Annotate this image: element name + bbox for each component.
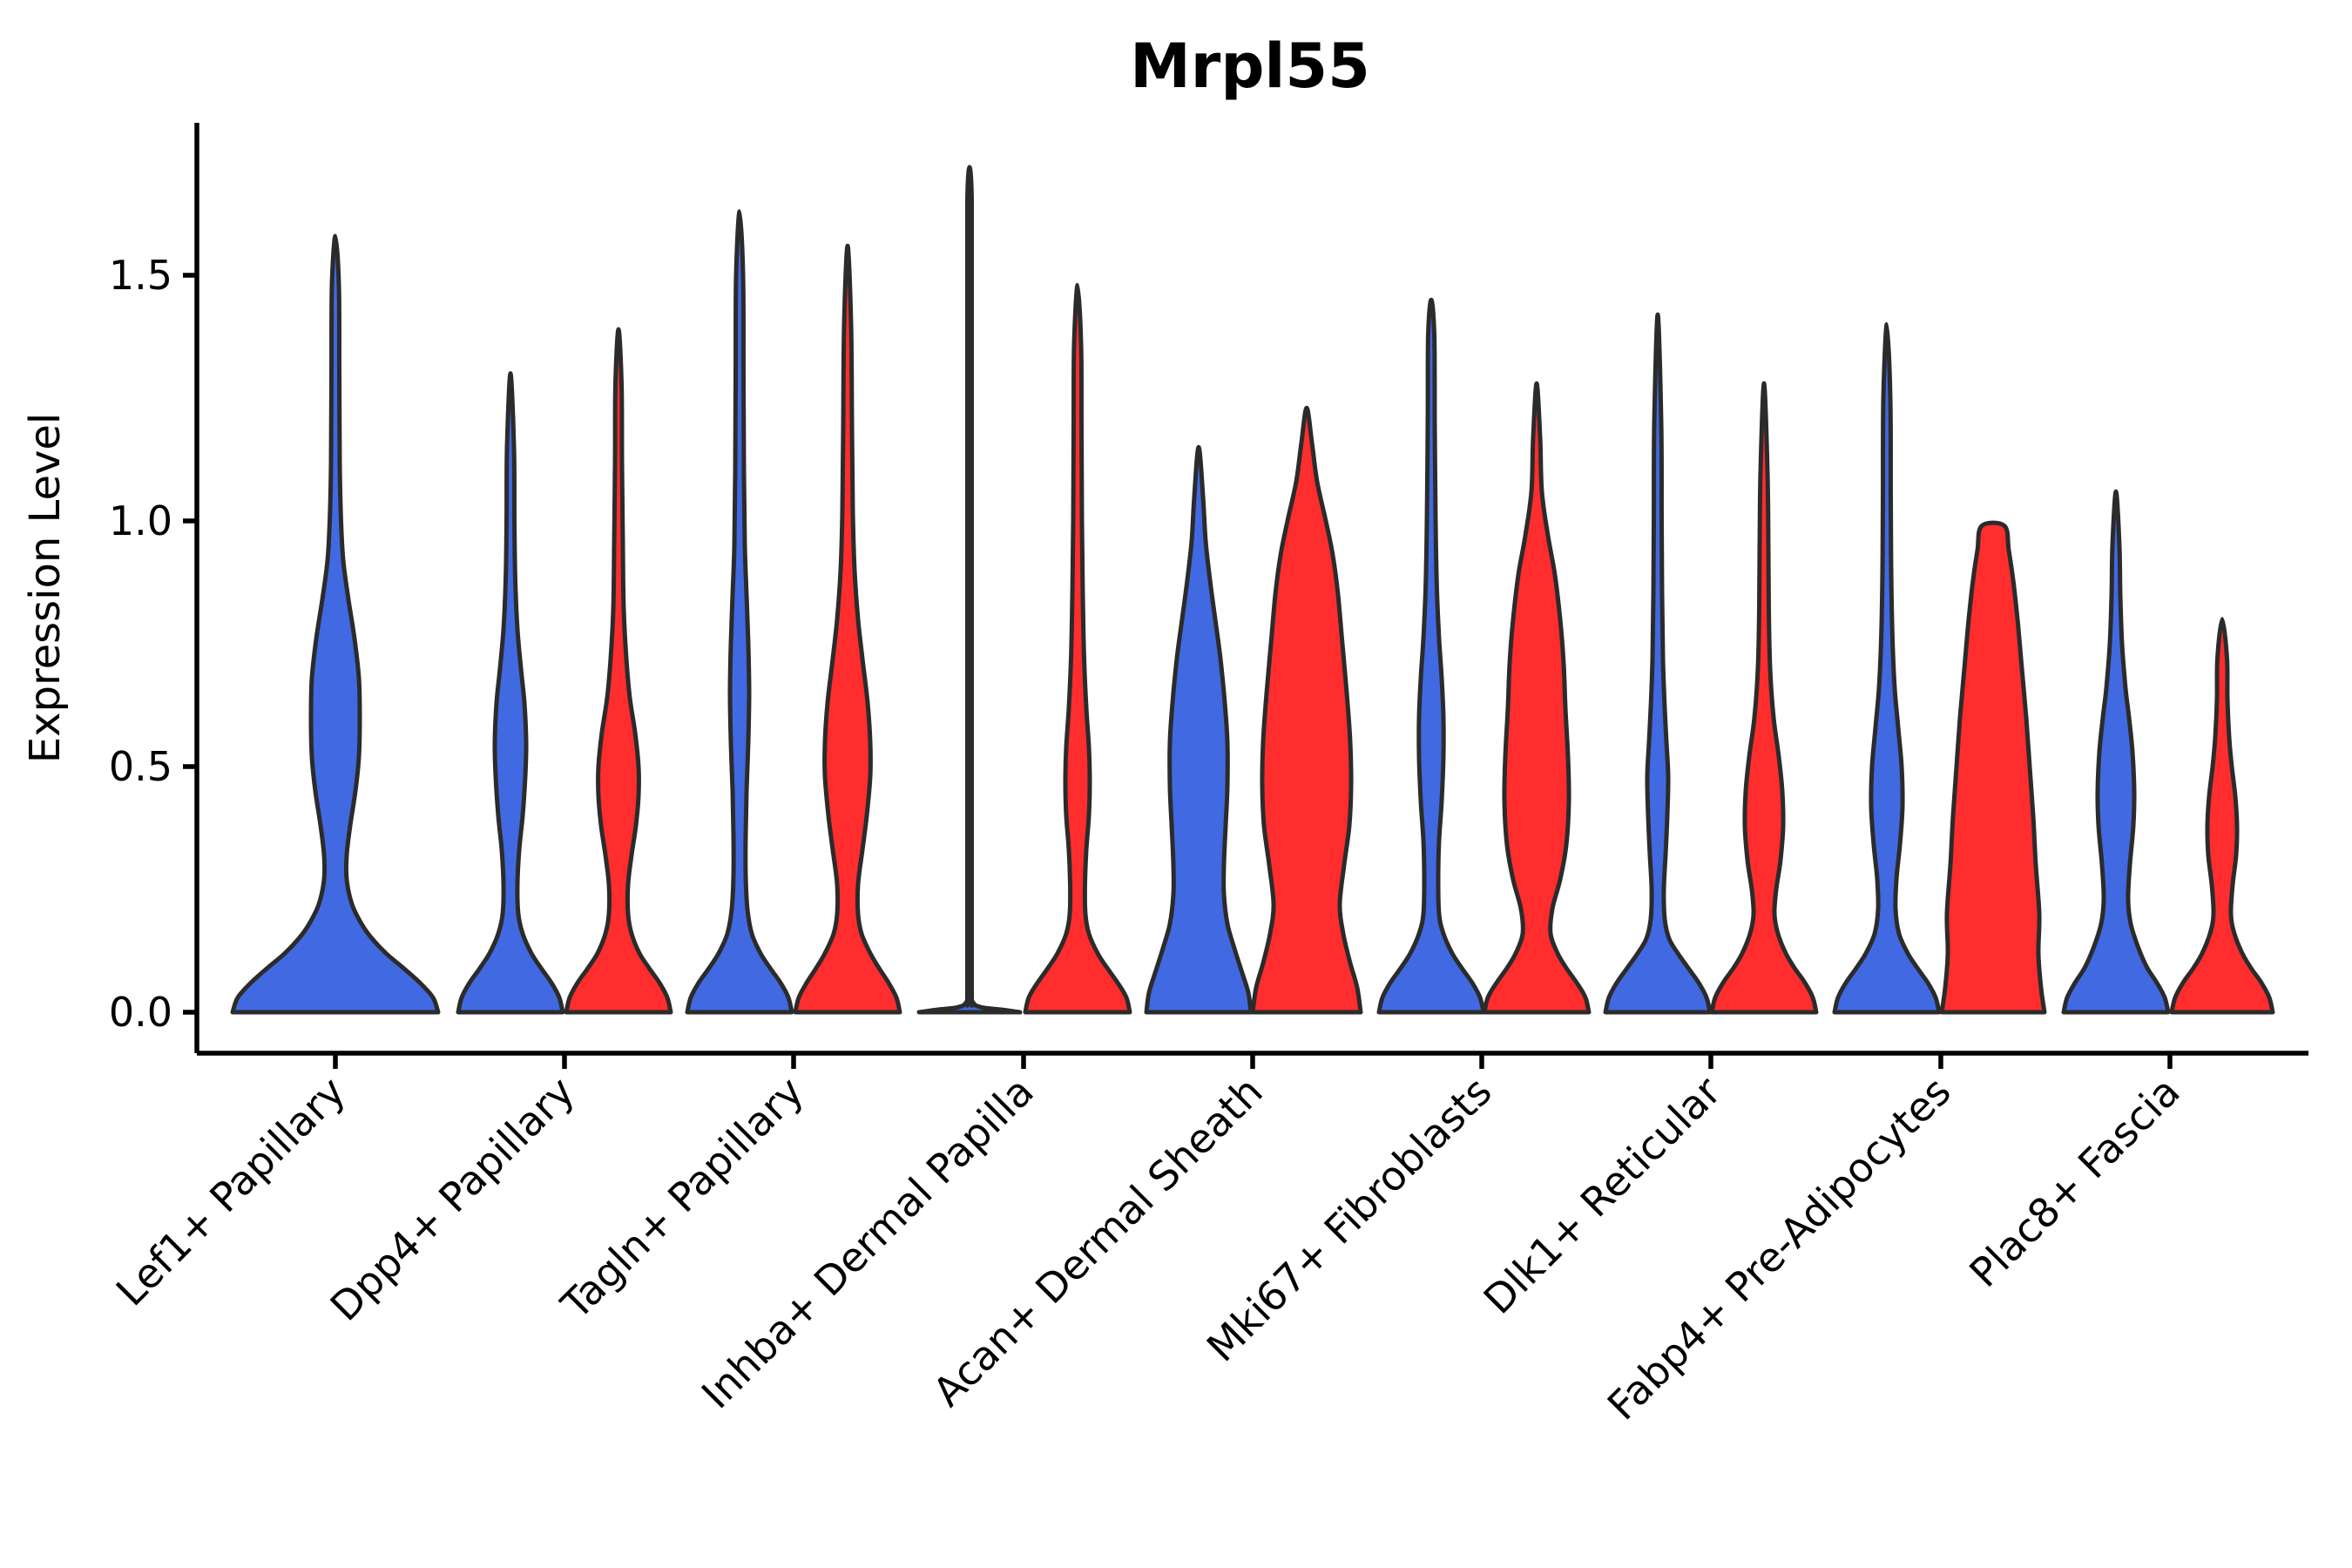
y-tick-label: 0.0 <box>109 989 172 1036</box>
violin-fabp4-pre-adipocytes-group-blue <box>1832 321 1942 1015</box>
violin-plac8-fascia-group-blue <box>2061 489 2171 1015</box>
violin-inhba-dermal-papilla-group-red <box>1023 282 1132 1015</box>
x-tick-label: Dlk1+ Reticular <box>1475 1068 1730 1323</box>
violin-tagln-papillary-group-blue <box>685 209 794 1015</box>
violin-acan-dermal-sheath-group-red <box>1250 405 1363 1015</box>
x-tick-label: Tagln+ Papillary <box>551 1068 813 1329</box>
y-tick-label: 1.0 <box>109 497 172 544</box>
violin-inhba-dermal-papilla-group-blue <box>916 165 1023 1015</box>
violin-fabp4-pre-adipocytes-group-red <box>1939 520 2047 1015</box>
chart-title: Mrpl55 <box>1130 30 1370 102</box>
violin-dpp4-papillary-group-blue <box>456 371 565 1015</box>
y-axis-label: Expression Level <box>21 413 70 764</box>
violin-dlk1-reticular-group-red <box>1709 381 1819 1015</box>
violin-mki67-fibroblasts-group-red <box>1482 381 1592 1015</box>
x-tick-label: Dpp4+ Papillary <box>321 1068 584 1330</box>
violin-acan-dermal-sheath-group-blue <box>1144 444 1254 1015</box>
violin-tagln-papillary-group-red <box>793 243 902 1015</box>
violin-dlk1-reticular-group-blue <box>1603 312 1713 1015</box>
violins-layer <box>230 165 2275 1015</box>
x-tick-label: Plac8+ Fascia <box>1960 1068 2188 1296</box>
x-tick-label: Lef1+ Papillary <box>107 1068 355 1315</box>
violin-mki67-fibroblasts-group-blue <box>1376 297 1486 1015</box>
violin-plac8-fascia-group-red <box>2169 617 2275 1015</box>
y-tick-label: 1.5 <box>109 252 172 299</box>
violin-dpp4-papillary-group-red <box>564 327 673 1015</box>
y-tick-label: 0.5 <box>109 743 172 790</box>
violin-lef1-papillary-group-blue <box>230 233 441 1015</box>
